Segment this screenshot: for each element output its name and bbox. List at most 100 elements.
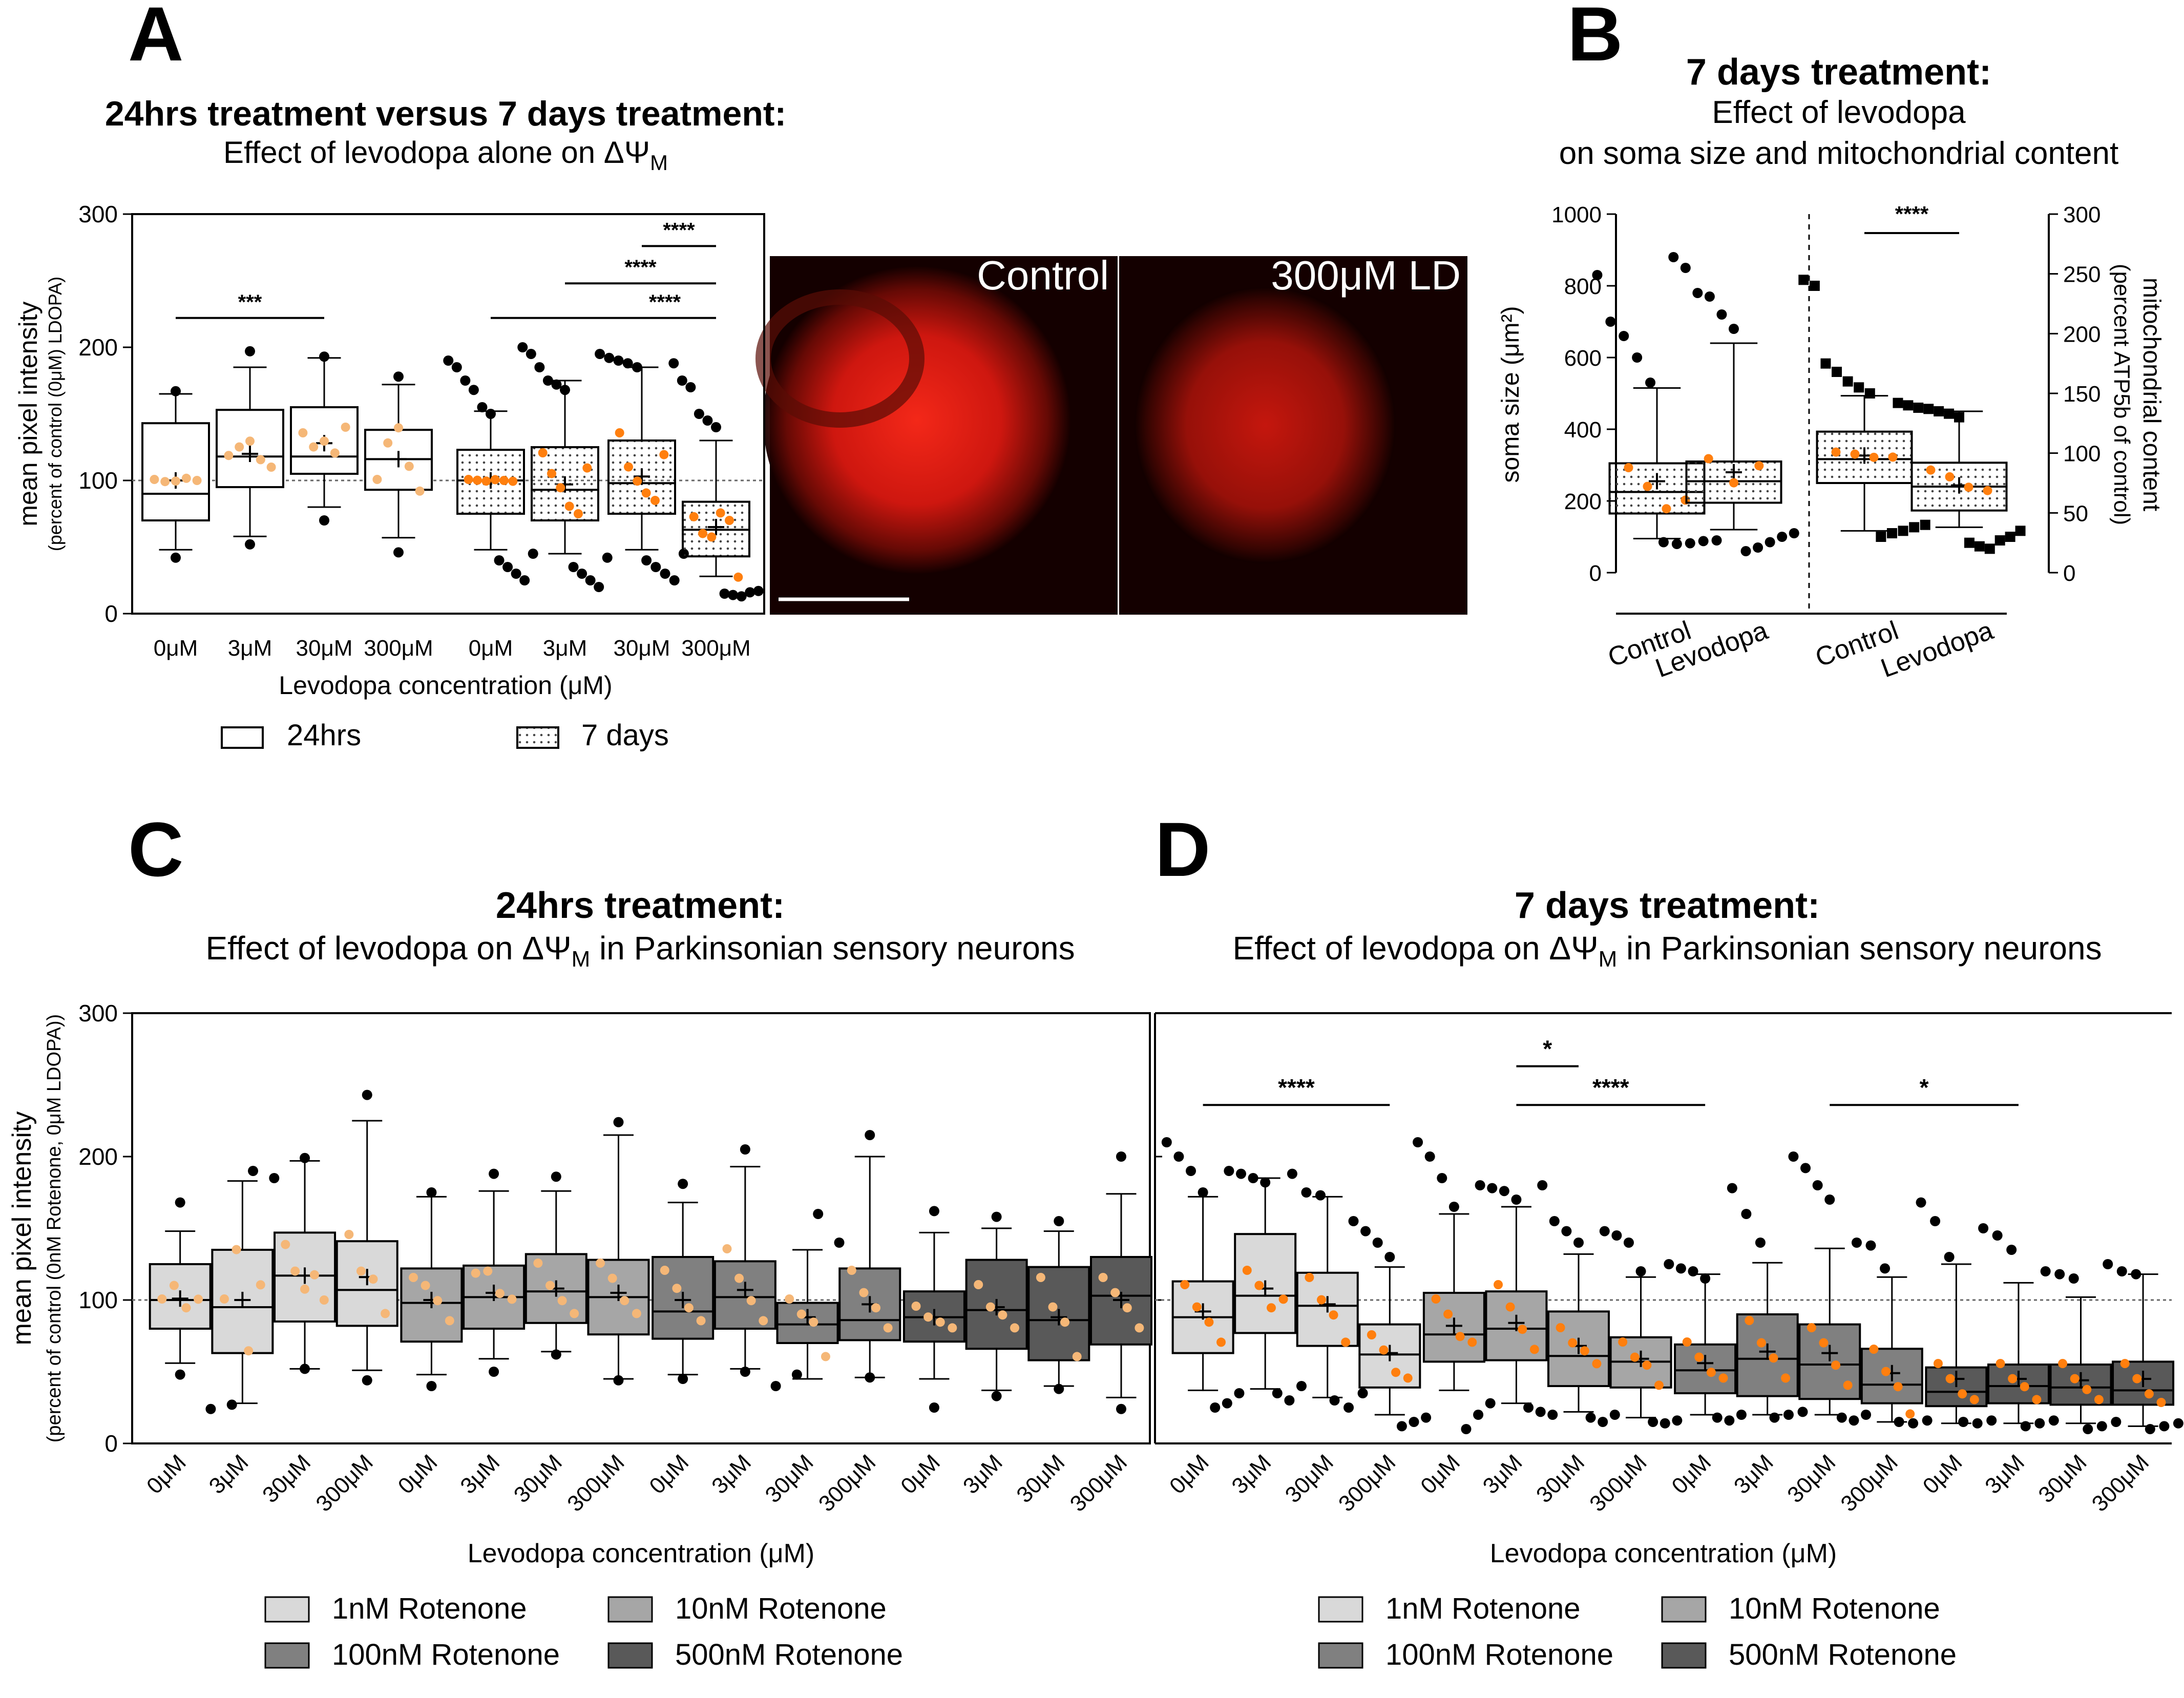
b-box-2-outlier — [1809, 281, 1820, 291]
b-box-1-outlier — [1740, 546, 1751, 556]
a-box-5-outlier — [602, 552, 613, 563]
a-box-7-outlier — [745, 587, 755, 598]
a-box-0-point — [171, 476, 180, 486]
a-box-6-outlier — [622, 358, 633, 369]
d-box-0-outlier — [1198, 1187, 1208, 1198]
b-box-1-point — [1754, 461, 1764, 471]
d-box-3-outlier — [1384, 1252, 1395, 1262]
micrograph-label-levodopa: 300μM LD — [1271, 253, 1461, 298]
b-left-ytick-label: 400 — [1564, 417, 1602, 443]
a-box-4-outlier — [477, 402, 488, 412]
c-box-6-point — [557, 1296, 567, 1306]
a-ylabel2: (percent of control (0μM) LDOPA) — [45, 277, 66, 551]
a-box-7-point — [707, 532, 717, 542]
b-box-1-outlier — [1765, 537, 1775, 548]
a-box-7-outlier — [711, 422, 721, 432]
d-box-2-point — [1329, 1310, 1338, 1320]
c-box-11-outlier — [865, 1130, 875, 1140]
a-box-2-point — [298, 428, 308, 437]
a-box-4-outlier — [528, 549, 538, 559]
c-box-4-point — [421, 1281, 430, 1290]
a-box-6-outlier — [641, 555, 652, 565]
c-ytick-label: 0 — [104, 1430, 118, 1457]
d-sig-label: * — [1543, 1036, 1552, 1062]
a-box-7-point — [725, 516, 734, 525]
b-box-0-outlier — [1605, 317, 1616, 327]
d-box-4-point — [1431, 1294, 1441, 1304]
b-box-1-outlier — [1692, 288, 1703, 298]
a-box-3-point — [372, 475, 382, 484]
a-box-5-outlier — [585, 575, 596, 585]
d-box-6-point — [1580, 1346, 1589, 1356]
c-box-3-point — [344, 1230, 354, 1239]
c-box-14-outlier — [1054, 1383, 1064, 1394]
d-box-12-outlier — [1916, 1197, 1926, 1208]
panel-a-letter: A — [128, 0, 183, 77]
c-box-0-point — [169, 1281, 179, 1290]
d-legend-swatch — [1318, 1596, 1363, 1623]
a-legend-label-24hrs: 24hrs — [287, 719, 361, 752]
b-right-ytick-label: 300 — [2063, 202, 2101, 227]
c-box-14-point — [1048, 1302, 1058, 1312]
c-box-5-point — [483, 1266, 493, 1276]
b-right-ytick-label: 150 — [2063, 382, 2101, 407]
d-box-8-outlier — [1700, 1273, 1711, 1284]
d-box-0-point — [1216, 1337, 1226, 1347]
b-box-0-point — [1662, 504, 1671, 514]
a-box-3-outlier — [393, 547, 404, 558]
c-xtick-label: 300μM — [311, 1450, 377, 1516]
c-box-5-point — [495, 1289, 505, 1298]
d-box-10-point — [1831, 1360, 1841, 1370]
c-ytick-label: 200 — [78, 1143, 118, 1170]
c-xtick-label: 0μM — [644, 1450, 694, 1499]
b-box-0-outlier — [1619, 331, 1629, 341]
d-box-7-outlier — [1599, 1226, 1610, 1236]
d-box-7-outlier — [1611, 1230, 1622, 1241]
d-box-14-outlier — [2040, 1266, 2051, 1276]
d-box-15-outlier — [2159, 1421, 2170, 1432]
micrograph-control: Control — [755, 253, 1118, 615]
d-box-13-outlier — [2034, 1418, 2045, 1429]
d-box-3-point — [1391, 1368, 1401, 1377]
d-xlabel: Levodopa concentration (μM) — [1490, 1539, 1837, 1568]
a-ylabel: mean pixel intensity — [14, 301, 43, 526]
c-xtick-label: 0μM — [393, 1450, 443, 1499]
c-box-12-outlier — [929, 1206, 939, 1217]
a-box-7-point — [733, 572, 743, 582]
c-xtick-label: 30μM — [258, 1450, 316, 1507]
d-box-14-point — [2070, 1374, 2080, 1383]
c-xtick-label: 0μM — [142, 1450, 191, 1499]
a-box-4-outlier — [519, 575, 530, 585]
d-box-5-outlier — [1547, 1410, 1558, 1420]
a-sig-label: **** — [649, 291, 681, 313]
a-box-3-point — [404, 462, 414, 471]
panel-a-subtitle-sub: M — [650, 151, 668, 175]
c-box-1-point — [232, 1245, 241, 1254]
a-xtick-label: 0μM — [469, 636, 513, 661]
b-right-ytick-label: 250 — [2063, 262, 2101, 287]
a-box-6-outlier — [660, 569, 670, 579]
b-box-2-outlier — [1864, 388, 1875, 399]
d-box-12-outlier — [1986, 1415, 1997, 1426]
c-box-10-outlier — [834, 1238, 845, 1248]
b-box-3-outlier — [1934, 406, 1944, 416]
c-box-13-point — [974, 1280, 983, 1289]
d-box-1-outlier — [1272, 1388, 1283, 1398]
d-box-3-point — [1403, 1373, 1413, 1383]
c-box-1-outlier — [269, 1173, 280, 1183]
a-xtick-label: 3μM — [228, 636, 272, 661]
b-box-0-outlier — [1632, 352, 1643, 363]
panel-d-title: 7 days treatment: — [1515, 885, 1820, 926]
a-box-5-point — [574, 509, 583, 518]
d-box-8-outlier — [1712, 1412, 1723, 1423]
a-box-7-point — [698, 529, 707, 538]
d-xtick-label: 30μM — [1280, 1450, 1338, 1507]
d-box-3-outlier — [1409, 1417, 1419, 1427]
d-box-1-outlier — [1284, 1395, 1295, 1406]
c-box-2-point — [319, 1295, 329, 1305]
a-box-6-outlier — [604, 352, 615, 363]
b-box-1-outlier — [1729, 324, 1739, 334]
b-box-3-outlier — [2015, 526, 2026, 536]
d-box-0-point — [1204, 1317, 1214, 1327]
b-right-ytick-label: 200 — [2063, 322, 2101, 347]
